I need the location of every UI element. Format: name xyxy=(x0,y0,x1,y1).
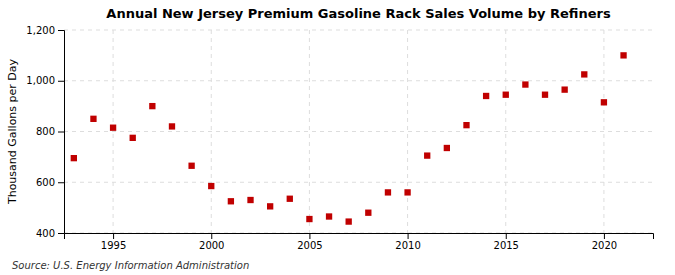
point xyxy=(365,210,371,216)
x-axis: 1995 2000 2005 2010 2015 2020 xyxy=(65,233,654,251)
grid-line xyxy=(505,30,506,233)
point xyxy=(130,135,136,141)
tick-mark xyxy=(58,81,64,82)
point xyxy=(463,122,469,128)
grid-line xyxy=(309,30,310,233)
tick-label: 1,000 xyxy=(26,75,55,86)
tick-label: 2015 xyxy=(494,240,519,251)
point xyxy=(424,152,430,158)
point xyxy=(71,155,77,161)
point xyxy=(483,93,489,99)
source: Source: U.S. Energy Information Administ… xyxy=(12,260,249,271)
grid-line xyxy=(64,131,653,132)
point xyxy=(404,189,410,195)
grid-line xyxy=(407,30,408,233)
point xyxy=(522,81,528,87)
axis-line xyxy=(58,31,65,234)
point xyxy=(346,218,352,224)
plot: 1995 2000 2005 2010 2015 2020 400 600 800 1,000 1,… xyxy=(26,25,653,251)
tick: 2000 xyxy=(199,233,224,251)
grid-line xyxy=(113,30,114,233)
point xyxy=(110,125,116,131)
tick-mark xyxy=(58,132,64,133)
tick-label: 2000 xyxy=(199,240,224,251)
point xyxy=(581,71,587,77)
point xyxy=(306,216,312,222)
points xyxy=(71,52,627,225)
point xyxy=(90,116,96,122)
tick: 2005 xyxy=(297,233,322,251)
point xyxy=(503,92,509,98)
tick: 1,000 xyxy=(26,75,64,86)
tick-mark xyxy=(211,233,212,239)
tick-label: 400 xyxy=(36,228,55,239)
tick: 2020 xyxy=(592,233,617,251)
point xyxy=(542,92,548,98)
tick-mark xyxy=(309,233,310,239)
tick-mark xyxy=(506,233,507,239)
y-axis: 400 600 800 1,000 1,200 xyxy=(26,25,64,239)
point xyxy=(561,86,567,92)
tick-mark xyxy=(58,182,64,183)
tick: 2015 xyxy=(494,233,519,251)
point xyxy=(247,197,253,203)
title: Annual New Jersey Premium Gasoline Rack … xyxy=(106,6,611,21)
tick-label: 2005 xyxy=(297,240,322,251)
tick-mark xyxy=(58,233,64,234)
point xyxy=(228,198,234,204)
tick-label: 800 xyxy=(36,126,55,137)
grid-line xyxy=(64,182,653,183)
tick-mark xyxy=(408,233,409,239)
point xyxy=(385,189,391,195)
tick-label: 1995 xyxy=(101,240,126,251)
point xyxy=(444,145,450,151)
point xyxy=(601,99,607,105)
tick: 800 xyxy=(36,126,64,137)
point xyxy=(188,163,194,169)
tick: 2010 xyxy=(395,233,420,251)
tick-label: 1,200 xyxy=(26,25,55,36)
tick-label: 2010 xyxy=(395,240,420,251)
grid-line xyxy=(64,80,653,81)
axis-line xyxy=(65,234,654,240)
tick: 1995 xyxy=(101,233,126,251)
chart: 1995 2000 2005 2010 2015 2020 400 600 800 1,000 1,… xyxy=(0,0,675,275)
tick-label: 2020 xyxy=(592,240,617,251)
point xyxy=(620,52,626,58)
grid-line xyxy=(603,30,604,233)
grid-line xyxy=(211,30,212,233)
point xyxy=(169,123,175,129)
tick-mark xyxy=(58,30,64,31)
tick-mark xyxy=(604,233,605,239)
tick: 600 xyxy=(36,177,64,188)
tick: 1,200 xyxy=(26,25,64,36)
point xyxy=(326,213,332,219)
point xyxy=(287,196,293,202)
point xyxy=(149,103,155,109)
y-axis-title: Thousand Gallons per Day xyxy=(6,58,19,205)
grid-line xyxy=(64,30,653,31)
tick-label: 600 xyxy=(36,177,55,188)
point xyxy=(208,183,214,189)
point xyxy=(267,203,273,209)
grid xyxy=(64,30,653,233)
tick: 400 xyxy=(36,228,64,239)
tick-mark xyxy=(113,233,114,239)
